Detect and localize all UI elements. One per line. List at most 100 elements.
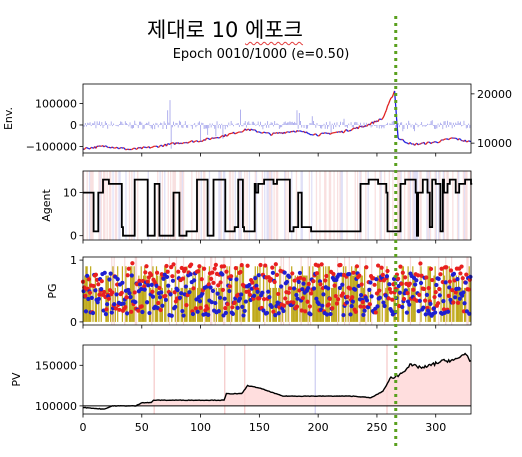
pg-point-red (83, 293, 88, 298)
pg-point-red (299, 308, 304, 313)
pg-point-blue (279, 284, 284, 289)
pg-point-blue (384, 274, 390, 279)
pg-point-red (350, 295, 355, 300)
pg-point-red (221, 264, 227, 269)
pg-point-blue (308, 312, 313, 317)
pg-bar (148, 275, 151, 322)
pg-point-red (250, 280, 255, 285)
pg-point-red (149, 272, 154, 278)
pg-point-blue (337, 285, 343, 291)
price-segment (391, 93, 395, 98)
price-segment (110, 146, 113, 149)
agent-stripe-red (329, 171, 332, 240)
pg-point-red (379, 265, 384, 270)
price-segment (284, 131, 287, 134)
agent-stripe-blue (435, 171, 438, 240)
pg-point-red (430, 277, 435, 283)
pg-point-red (124, 295, 129, 300)
agent-stripe-red (239, 171, 241, 240)
pg-point-blue (387, 282, 392, 287)
pg-point-blue (300, 287, 305, 292)
pg-point-red (247, 292, 253, 297)
x-tick-label: 150 (249, 421, 270, 434)
pg-point-blue (368, 280, 373, 285)
agent-stripe-red (308, 171, 311, 240)
price-segment (293, 130, 296, 133)
pg-point-blue (160, 303, 165, 308)
agent-stripe-blue (99, 171, 101, 240)
pg-point-blue (86, 296, 91, 302)
pg-point-red (333, 293, 338, 299)
agent-stripe-blue (311, 171, 313, 240)
pg-stripe (445, 257, 447, 325)
pg-point-blue (434, 282, 439, 288)
pg-point-red (428, 266, 434, 272)
pg-point-red (96, 282, 101, 287)
pg-point-red (86, 277, 91, 282)
pg-bar (252, 287, 254, 322)
pg-point-red (399, 281, 404, 286)
pg-point-red (323, 278, 328, 283)
x-tick-label: 50 (135, 421, 149, 434)
price-segment (139, 146, 141, 149)
volume-bars (82, 100, 471, 149)
pg-point-blue (150, 294, 156, 299)
agent-stripe-red (167, 171, 169, 240)
agent-stripe-blue (266, 171, 268, 240)
pg-point-red (294, 304, 300, 309)
pg-bar (258, 287, 260, 322)
pg-point-red (136, 308, 141, 313)
agent-stripe-blue (248, 171, 251, 240)
pg-bar (341, 275, 343, 322)
pg-point-red (400, 270, 405, 275)
agent-stripe-red (443, 171, 446, 240)
pg-bar (362, 287, 365, 322)
pg-point-blue (163, 297, 169, 303)
pg-point-blue (183, 284, 188, 289)
agent-stripe-red (91, 171, 93, 240)
agent-stripe-blue (463, 171, 466, 240)
pg-point-blue (349, 304, 354, 309)
pg-point-blue (254, 283, 259, 288)
pg-point-blue (320, 303, 325, 308)
pg-point-blue (102, 270, 107, 275)
agent-stripe-red (108, 171, 111, 240)
price-segment (423, 141, 426, 145)
pg-point-red (271, 309, 276, 314)
pg-bar (334, 275, 336, 322)
price-segment (425, 141, 429, 145)
price-segment (193, 140, 196, 143)
pg-bar (145, 275, 147, 322)
pg-point-red (447, 279, 452, 284)
pg-stripe (280, 257, 282, 325)
pg-point-red (272, 279, 277, 285)
agent-stripe-blue (88, 171, 91, 240)
price-segment (280, 132, 283, 134)
title-underlined-word: 에포크 (245, 18, 304, 42)
pg-bar (294, 275, 296, 322)
pg-point-blue (273, 313, 278, 318)
pg-point-red (407, 281, 412, 286)
pg-point-red (415, 273, 421, 278)
pg-point-blue (217, 295, 223, 300)
pg-stripe (240, 257, 242, 325)
price-segment (390, 96, 393, 99)
pg-point-blue (414, 278, 419, 283)
pg-bar (86, 266, 88, 322)
price-segment (360, 125, 363, 128)
pg-bar (220, 266, 222, 322)
pg-point-blue (369, 294, 374, 299)
pg-point-blue (267, 295, 272, 300)
pg-point-red (184, 303, 189, 308)
pg-bar (442, 266, 444, 322)
pg-point-blue (99, 286, 104, 292)
pg-bar (440, 287, 442, 322)
price-segment (241, 130, 244, 133)
agent-stripe-red (157, 171, 159, 240)
price-segment (383, 112, 386, 117)
pg-point-red (373, 310, 378, 315)
agent-stripe-red (285, 171, 287, 240)
price-segment (176, 142, 179, 144)
pg-point-red (347, 286, 352, 291)
price-segment (98, 145, 100, 148)
